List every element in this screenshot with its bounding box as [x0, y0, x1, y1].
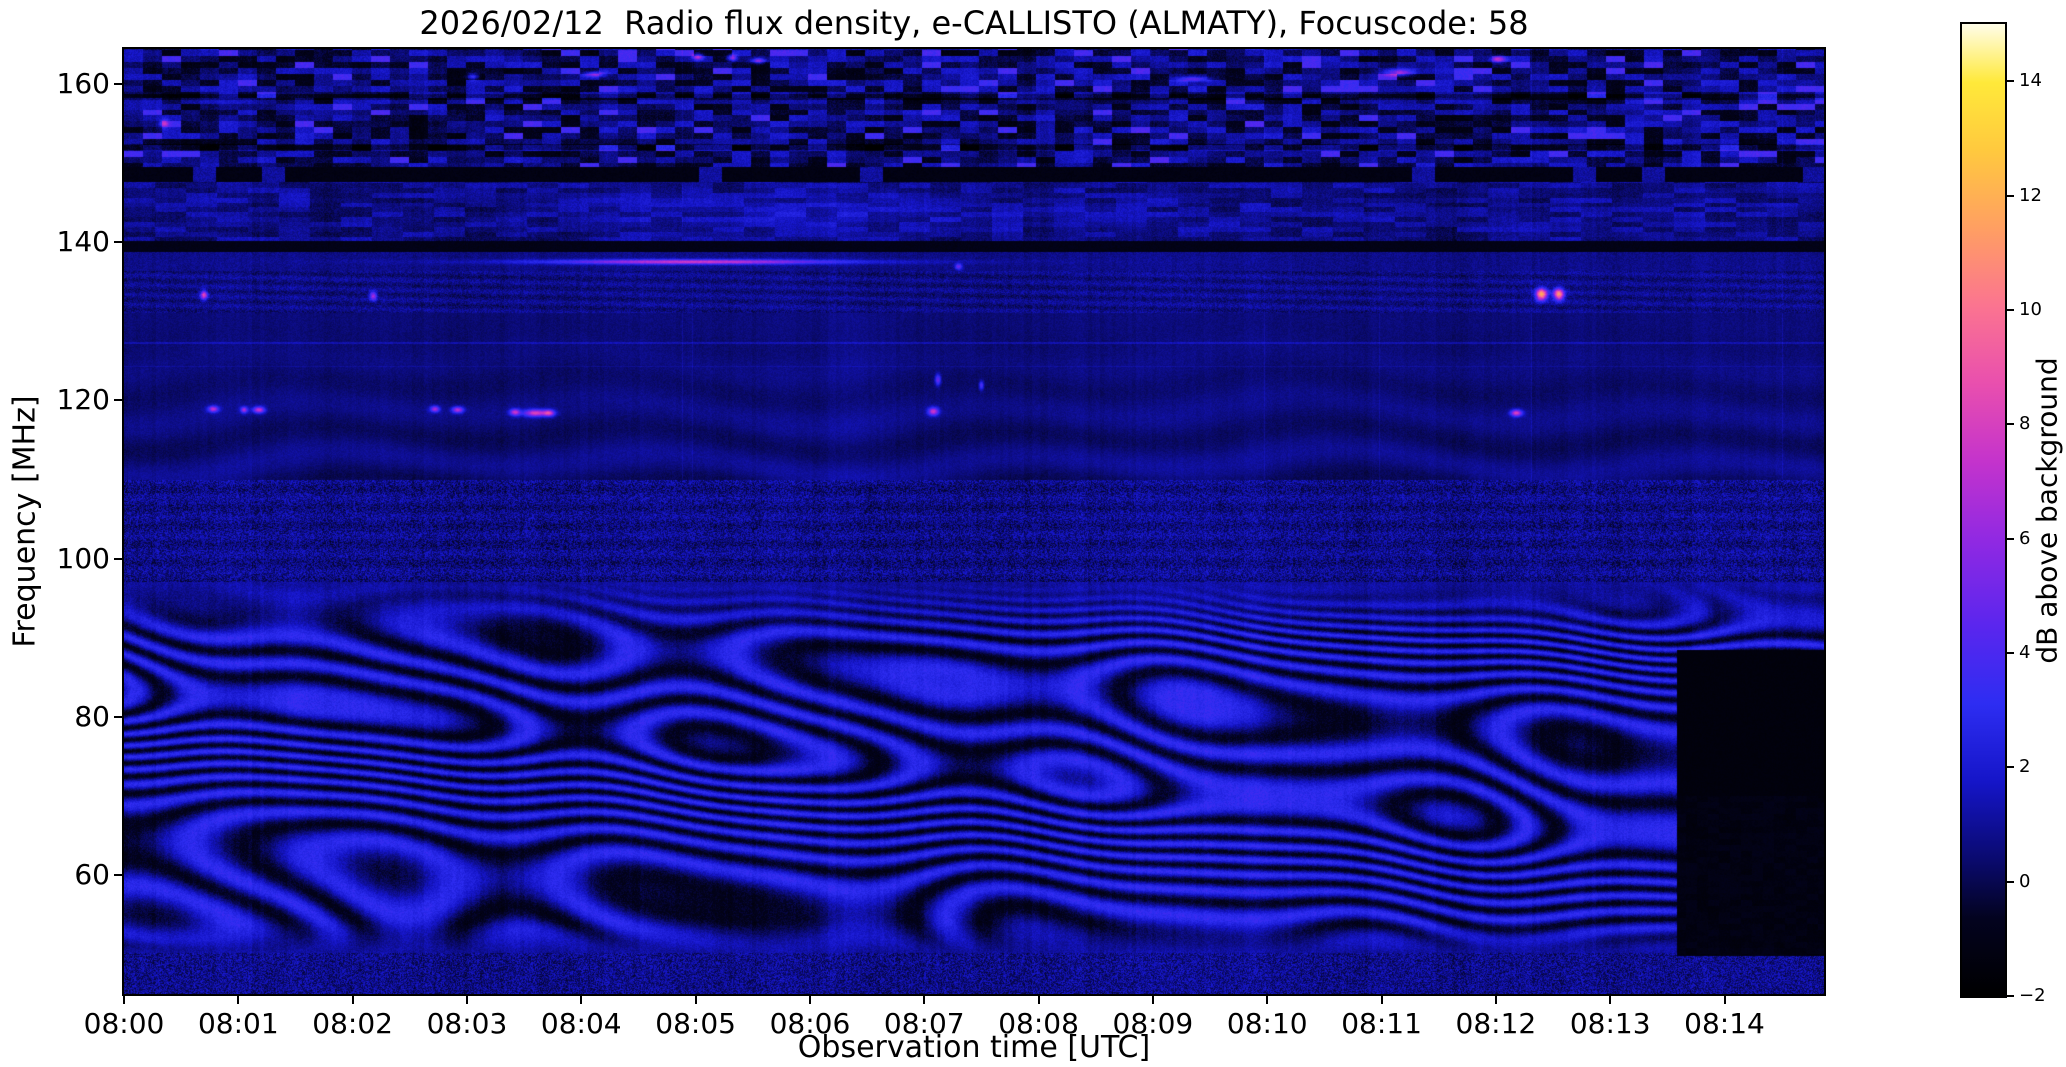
y-tick-label: 160 — [56, 66, 110, 100]
x-tick-mark — [580, 996, 583, 1004]
x-tick-label: 08:09 — [1112, 1007, 1194, 1040]
colorbar-tick-label: 10 — [2019, 298, 2042, 320]
y-tick-mark — [114, 715, 122, 718]
colorbar-tick-label: 12 — [2019, 184, 2042, 206]
x-tick-label: 08:14 — [1684, 1007, 1765, 1040]
x-tick-mark — [237, 996, 240, 1004]
x-tick-mark — [1723, 996, 1726, 1004]
x-tick-mark — [1151, 996, 1154, 1004]
colorbar-label-text: dB above background — [2030, 356, 2064, 664]
colorbar-tick-label: 2 — [2019, 756, 2031, 778]
y-tick-label: 100 — [56, 541, 110, 575]
x-tick-label: 08:03 — [426, 1007, 508, 1040]
x-tick-label: 08:06 — [769, 1007, 851, 1040]
spectrogram-heatmap — [124, 49, 1824, 994]
x-tick-mark — [1494, 996, 1497, 1004]
colorbar-tick-label: 6 — [2019, 527, 2031, 549]
x-tick-label: 08:05 — [655, 1007, 736, 1040]
x-tick-label: 08:01 — [197, 1007, 279, 1040]
x-tick-mark — [694, 996, 697, 1004]
x-tick-mark — [1266, 996, 1269, 1004]
x-tick-mark — [808, 996, 811, 1004]
x-tick-mark — [351, 996, 354, 1004]
x-tick-label: 08:00 — [83, 1007, 165, 1040]
y-tick-mark — [114, 241, 122, 244]
colorbar-tick-label: 4 — [2019, 641, 2031, 663]
x-tick-label: 08:10 — [1226, 1007, 1308, 1040]
x-axis-label: Observation time [UTC] — [797, 1030, 1151, 1065]
y-tick-mark — [114, 82, 122, 85]
y-tick-mark — [114, 874, 122, 877]
x-tick-label: 08:07 — [883, 1007, 965, 1040]
x-tick-label: 08:12 — [1455, 1007, 1537, 1040]
x-tick-label: 08:02 — [312, 1007, 393, 1040]
colorbar-tick-label: 0 — [2019, 870, 2031, 892]
y-tick-label: 140 — [56, 225, 110, 259]
y-tick-label: 60 — [74, 858, 110, 892]
y-tick-mark — [114, 557, 122, 560]
y-axis-label: Frequency [MHz] — [2, 47, 48, 996]
chart-title: 2026/02/12 Radio flux density, e-CALLIST… — [419, 4, 1529, 42]
colorbar-tick-mark — [2007, 995, 2014, 997]
y-tick-mark — [114, 399, 122, 402]
colorbar-gradient — [1960, 22, 2007, 998]
x-tick-label: 08:11 — [1341, 1007, 1422, 1040]
x-tick-label: 08:13 — [1569, 1007, 1651, 1040]
colorbar-tick-mark — [2007, 766, 2014, 769]
x-tick-mark — [1609, 996, 1612, 1004]
colorbar-tick-mark — [2007, 880, 2014, 883]
x-tick-label: 08:04 — [540, 1007, 622, 1040]
colorbar-tick-mark — [2007, 651, 2014, 654]
colorbar-tick-label: 14 — [2019, 70, 2042, 92]
colorbar-tick-mark — [2007, 423, 2014, 426]
y-tick-label: 120 — [56, 383, 110, 417]
colorbar-tick-mark — [2007, 308, 2014, 311]
x-tick-mark — [1037, 996, 1040, 1004]
colorbar-tick-label: 8 — [2019, 413, 2031, 435]
y-axis-label-text: Frequency [MHz] — [7, 395, 43, 648]
colorbar-tick-label: −2 — [2019, 985, 2046, 1006]
colorbar-label: dB above background — [2028, 24, 2066, 996]
x-tick-mark — [465, 996, 468, 1004]
y-tick-label: 80 — [74, 699, 110, 733]
colorbar-tick-mark — [2007, 194, 2014, 197]
x-tick-label: 08:08 — [998, 1007, 1079, 1040]
x-tick-mark — [123, 996, 125, 1004]
colorbar-tick-mark — [2007, 80, 2014, 83]
x-tick-mark — [923, 996, 926, 1004]
x-tick-mark — [1380, 996, 1383, 1004]
colorbar-tick-mark — [2007, 537, 2014, 540]
